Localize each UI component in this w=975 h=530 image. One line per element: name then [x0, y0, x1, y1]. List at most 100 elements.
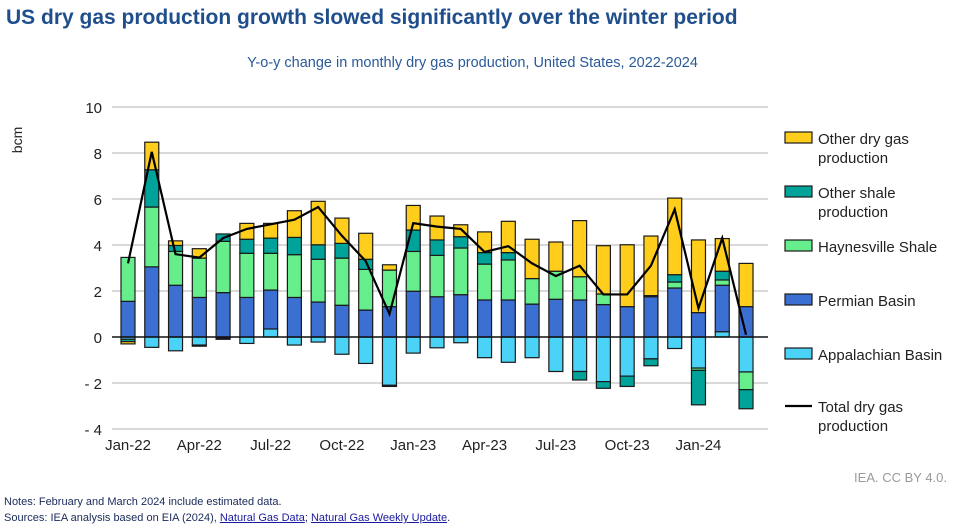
bar-segment — [690, 336, 707, 369]
legend-label: Permian Basin — [818, 293, 916, 310]
bar-segment — [524, 336, 540, 359]
bar-segment — [572, 336, 588, 373]
bar-segment — [239, 336, 255, 345]
legend-label: Other shale — [818, 185, 896, 202]
natural-gas-weekly-update-link[interactable]: Natural Gas Weekly Update — [310, 512, 448, 524]
bar-segment — [310, 336, 326, 343]
bar-segment — [167, 284, 184, 338]
legend-swatch — [784, 131, 813, 144]
bar-segment — [595, 293, 612, 306]
x-tick-label: Oct-23 — [605, 437, 650, 454]
bar-segment — [738, 389, 754, 410]
legend-label: production — [818, 418, 888, 435]
bar-segment — [381, 384, 398, 388]
natural-gas-data-link[interactable]: Natural Gas Data — [219, 512, 305, 524]
bar-segment — [572, 370, 588, 381]
bar-segment — [643, 336, 659, 360]
bar-segment — [429, 254, 445, 298]
bar-segment — [690, 239, 707, 314]
sources-text: Sources: IEA analysis based on EIA (2024… — [4, 510, 450, 526]
y-tick-label: 8 — [94, 146, 102, 163]
legend-swatch — [784, 347, 813, 360]
page-title: US dry gas production growth slowed sign… — [6, 6, 738, 29]
legend-swatch — [784, 185, 813, 198]
bar-segment — [286, 210, 302, 239]
credit-text: IEA. CC BY 4.0. — [854, 470, 947, 485]
x-tick-label: Jan-22 — [105, 437, 151, 454]
bar-segment — [358, 268, 374, 311]
bar-segment — [310, 244, 326, 260]
x-tick-label: Apr-22 — [177, 437, 222, 454]
bar-segment — [548, 241, 564, 272]
y-tick-label: 10 — [85, 100, 102, 117]
bar-segment — [215, 240, 231, 294]
bar-segment — [595, 303, 612, 338]
legend-label: production — [818, 204, 888, 221]
bar-segment — [524, 277, 540, 305]
x-tick-label: Jan-23 — [390, 437, 436, 454]
legend-swatch — [784, 293, 813, 306]
bar-segment — [476, 299, 493, 338]
bar-segment — [144, 206, 160, 268]
bar-segment — [120, 300, 136, 338]
bar-segment — [429, 336, 445, 349]
bar-segment — [120, 256, 136, 302]
bar-segment — [144, 266, 160, 338]
bar-segment — [120, 341, 136, 345]
bar-segment — [334, 304, 350, 338]
bar-segment — [263, 289, 279, 330]
bar-segment — [453, 294, 469, 338]
bar-segment — [334, 217, 350, 244]
bar-segment — [572, 276, 588, 301]
chart-title: Y-o-y change in monthly dry gas producti… — [247, 55, 698, 71]
bar-segment — [191, 296, 207, 338]
bar-segment — [429, 296, 445, 338]
bar-segment — [714, 279, 730, 286]
stacked-bar-chart: - 4 - 2 0 2 4 6 8 10 bcm Jan-22 Apr-22 Jul-22 Oct-22… — [9, 100, 942, 454]
bar-segment — [191, 336, 207, 346]
bar-segment — [595, 336, 612, 383]
bar-segment — [191, 344, 207, 347]
bar-segment — [572, 299, 588, 338]
bar-segment — [167, 240, 184, 247]
bar-segment — [405, 250, 421, 292]
bar-segment — [263, 252, 279, 291]
y-axis-label: bcm — [9, 127, 25, 153]
bar-segment — [167, 250, 184, 286]
bar-segment — [524, 303, 540, 338]
sources-suffix: . — [447, 512, 451, 524]
bar-segment — [572, 220, 588, 278]
bar-segment — [548, 336, 564, 373]
bar-segment — [286, 336, 302, 346]
sources-prefix: Sources: IEA analysis based on EIA (2024… — [4, 512, 220, 524]
legend-label: Other dry gas — [818, 131, 909, 148]
legend-label: Total dry gas — [818, 399, 903, 416]
bar-segment — [714, 284, 730, 333]
bar-segment — [667, 281, 683, 289]
notes-text: Notes: February and March 2024 include e… — [4, 496, 282, 508]
bar-segment — [453, 247, 469, 296]
bar-segment — [263, 237, 279, 254]
bar-segment — [643, 296, 659, 338]
bar-segment — [453, 236, 469, 249]
bar-segment — [215, 292, 231, 338]
bar-segment — [476, 336, 493, 359]
y-tick-label: - 4 — [84, 422, 102, 439]
legend-label: production — [818, 150, 888, 167]
bar-segment — [619, 244, 635, 308]
bar-segment — [500, 336, 516, 363]
bar-segment — [595, 245, 612, 295]
bar-segment — [405, 290, 421, 338]
bar-segment — [690, 312, 707, 338]
bar-segment — [286, 254, 302, 299]
bar-segment — [738, 371, 754, 391]
bar-segment — [334, 242, 350, 259]
legend-swatch — [784, 239, 813, 252]
bar-segment — [595, 381, 612, 389]
bar-segment — [429, 239, 445, 256]
bar-segment — [215, 337, 231, 340]
bar-segment — [690, 369, 707, 406]
bar-segment — [548, 298, 564, 338]
bar-segment — [381, 336, 398, 386]
bar-segment — [310, 301, 326, 338]
